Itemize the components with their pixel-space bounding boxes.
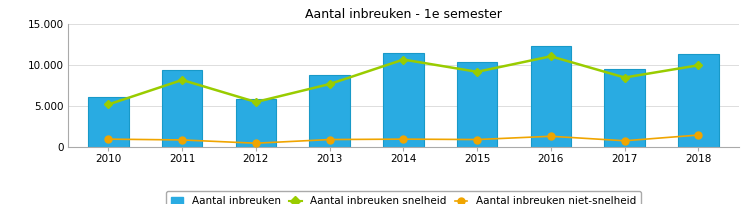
Bar bbox=[162, 70, 202, 147]
Bar bbox=[235, 99, 276, 147]
Bar bbox=[88, 97, 129, 147]
Bar bbox=[678, 54, 719, 147]
Legend: Aantal inbreuken, Aantal inbreuken snelheid, Aantal inbreuken niet-snelheid: Aantal inbreuken, Aantal inbreuken snelh… bbox=[166, 191, 641, 204]
Bar bbox=[309, 75, 350, 147]
Title: Aantal inbreuken - 1e semester: Aantal inbreuken - 1e semester bbox=[305, 8, 502, 21]
Bar bbox=[531, 46, 572, 147]
Bar bbox=[383, 53, 424, 147]
Bar bbox=[457, 62, 498, 147]
Bar bbox=[605, 69, 645, 147]
